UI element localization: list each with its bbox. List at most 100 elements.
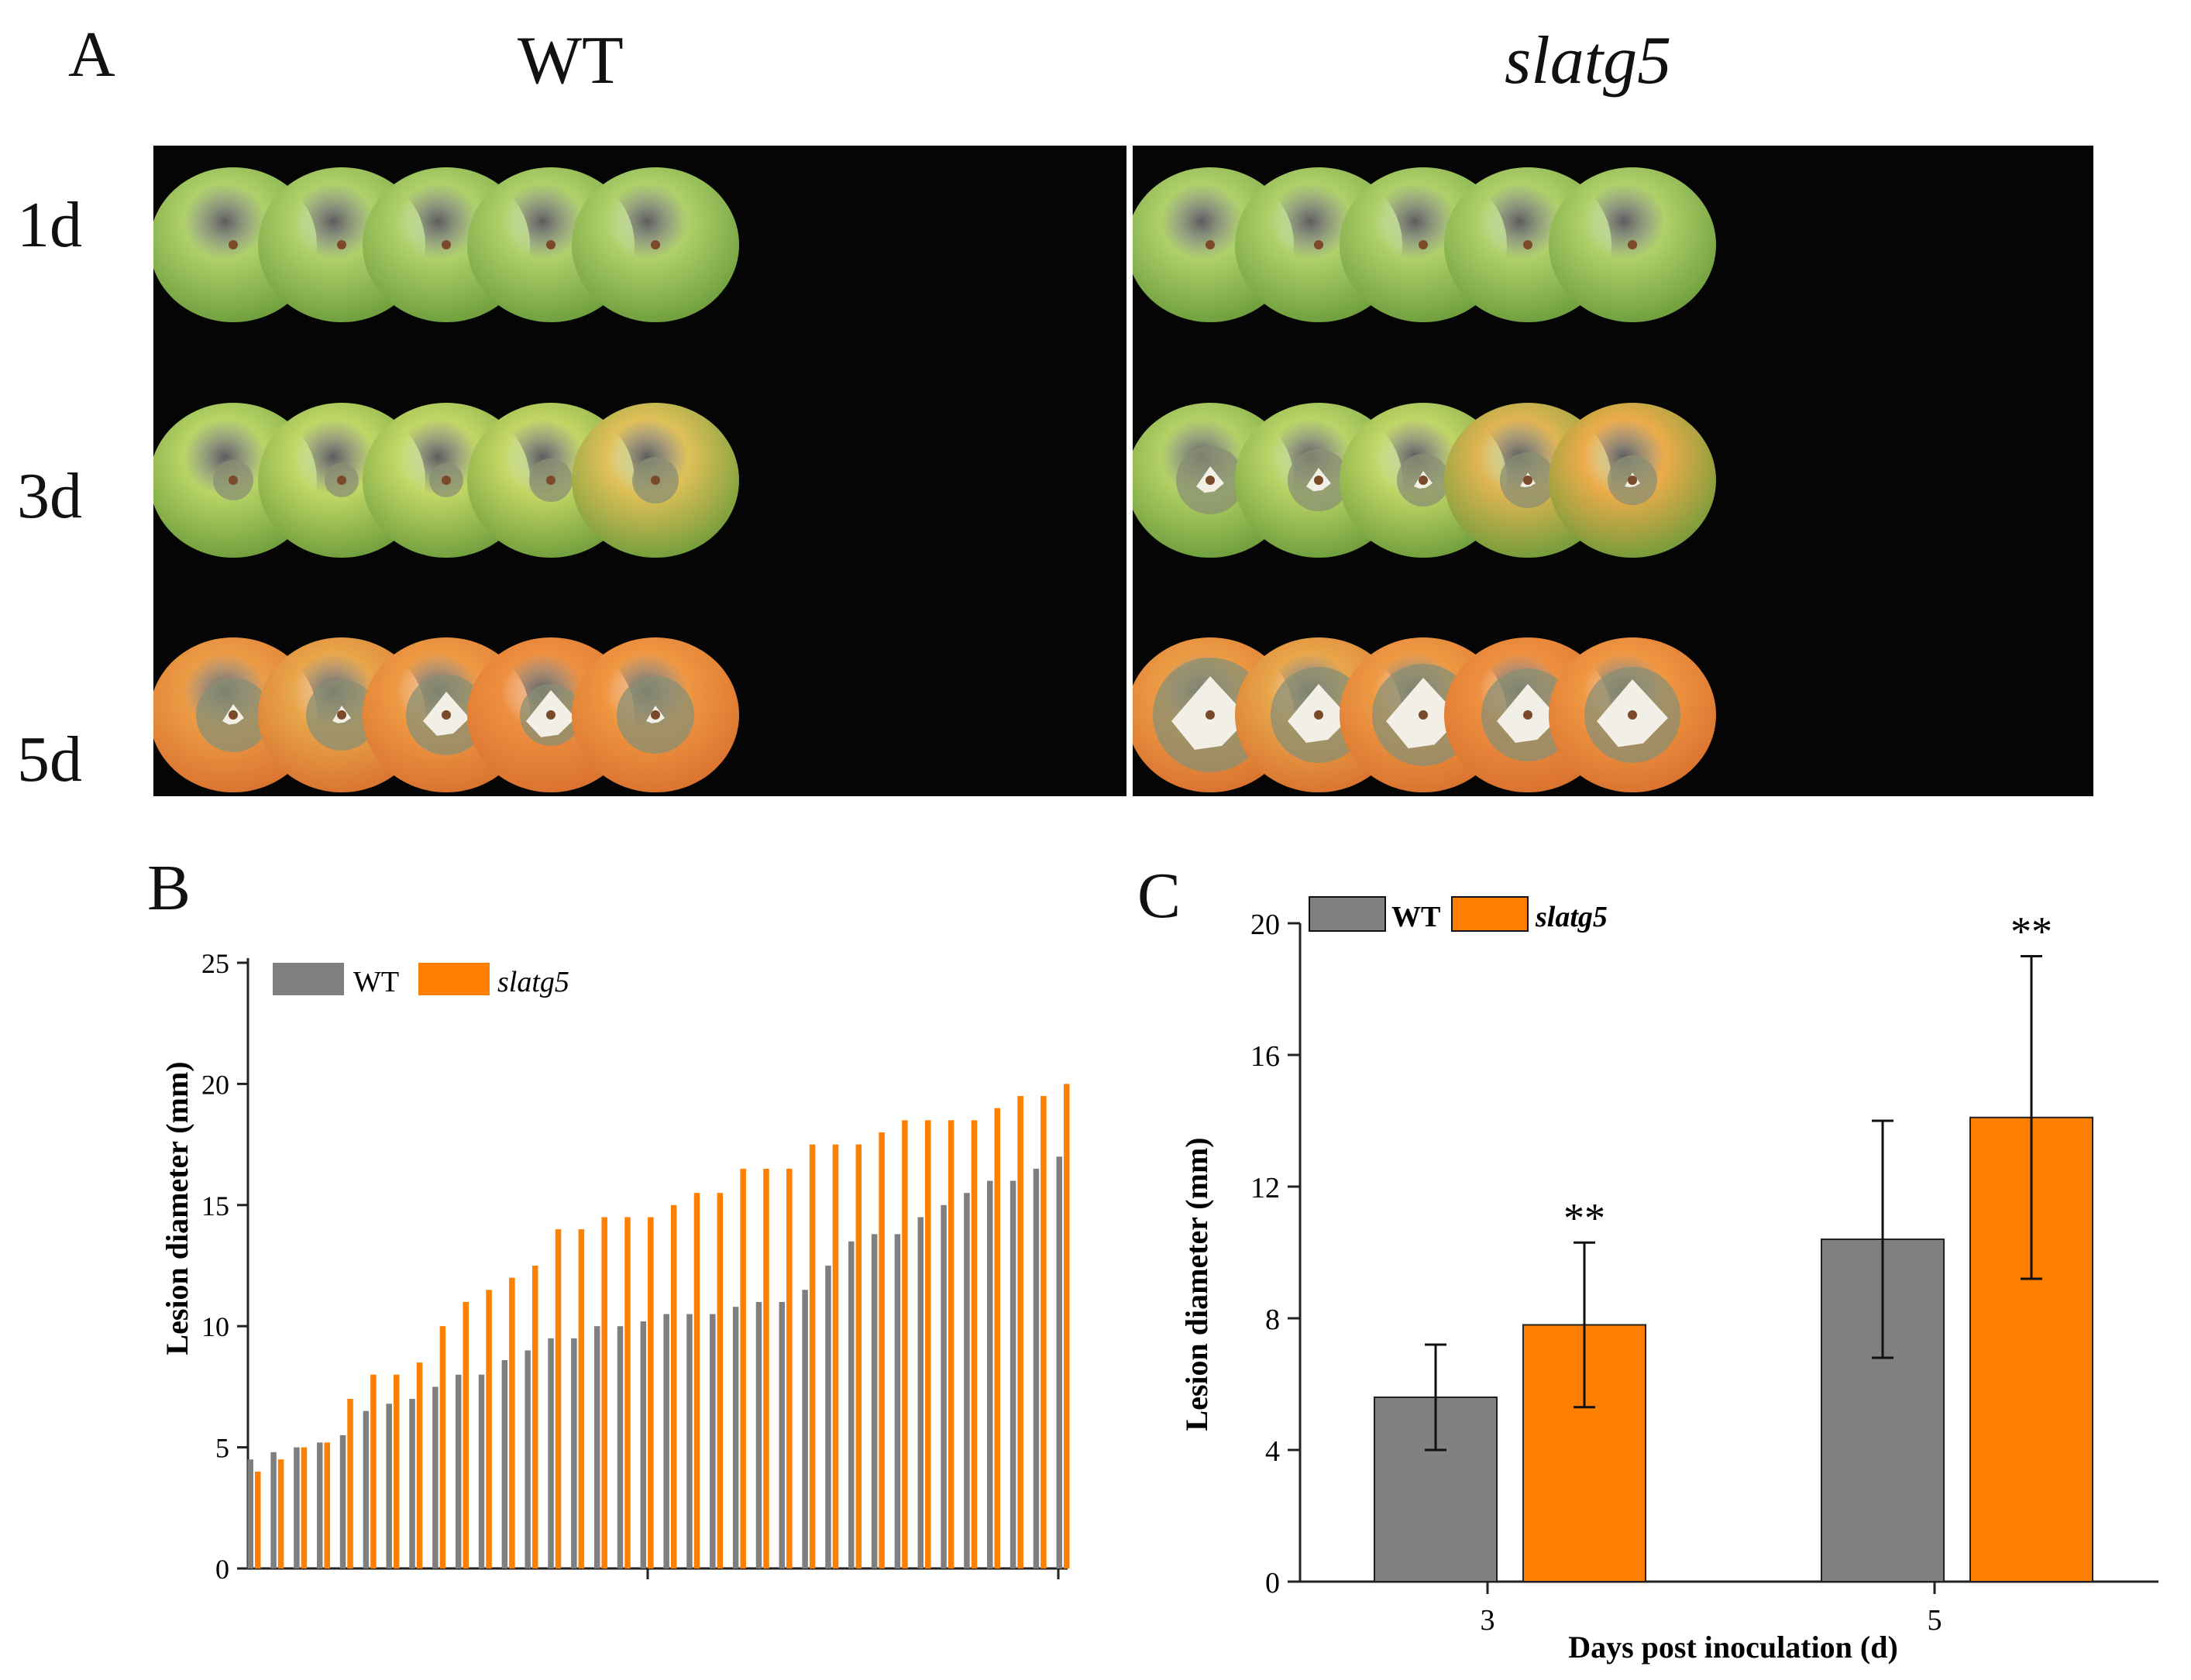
inoculation-point [1523, 476, 1532, 485]
panel-b-wt-bar [640, 1321, 647, 1568]
inoculation-point [1206, 476, 1215, 485]
inoculation-point [337, 476, 346, 485]
slatg5-fruit-photo [1126, 146, 2093, 796]
panel-b-slatg5-bar [809, 1144, 816, 1568]
legend-c-slatg5-label: slatg5 [1535, 901, 1608, 933]
panel-c-y-tick-label: 20 [1250, 909, 1280, 941]
panel-b-slatg5-bar [1040, 1096, 1047, 1568]
panel-c-x-tick-label: 5 [1928, 1604, 1942, 1637]
panel-b-legend: WT slatg5 [273, 963, 569, 998]
wt-fruit-grid [150, 167, 739, 792]
panel-b-wt-bar [941, 1204, 947, 1568]
panel-b-slatg5-bar [855, 1144, 862, 1568]
panel-b-slatg5-bar [740, 1168, 746, 1568]
inoculation-point [651, 710, 660, 720]
inoculation-point [1314, 240, 1323, 249]
panel-b-slatg5-bar [301, 1447, 308, 1568]
panel-b-slatg5-bar [531, 1266, 538, 1568]
panel-b-y-tick-label: 20 [201, 1069, 229, 1100]
panel-b-wt-bar [571, 1338, 577, 1568]
panel-b-slatg5-bar [624, 1217, 631, 1568]
inoculation-point [1419, 710, 1428, 720]
panel-b-wt-bar [732, 1307, 739, 1568]
row-label-1d: 1d [17, 189, 82, 261]
panel-b-slatg5-bar [717, 1193, 724, 1568]
panel-b-wt-bar [1010, 1180, 1016, 1568]
panel-b-y-axis-title: Lesion diameter (mm) [160, 1061, 194, 1355]
legend-slatg5-swatch [418, 963, 490, 995]
inoculation-point [1523, 240, 1532, 249]
panel-b-slatg5-bar [763, 1168, 769, 1568]
panel-b-wt-bar [432, 1386, 439, 1568]
panel-b-wt-bar [987, 1180, 993, 1568]
panel-b-wt-bar [548, 1338, 554, 1568]
panel-c-y-tick-label: 12 [1250, 1172, 1280, 1204]
legend-c-slatg5-swatch [1451, 896, 1529, 932]
inoculation-point [1314, 710, 1323, 720]
panel-b-slatg5-bar [832, 1144, 839, 1568]
inoculation-point [1314, 476, 1323, 485]
panel-b-slatg5-bar [670, 1204, 677, 1568]
legend-wt-label: WT [353, 966, 399, 998]
wt-fruit-photo [150, 146, 1126, 796]
panel-b-wt-bar [871, 1234, 878, 1568]
panel-b-slatg5-bar [902, 1120, 908, 1568]
panel-b-wt-bar [478, 1374, 485, 1568]
panel-c-y-tick-label: 8 [1265, 1304, 1280, 1336]
inoculation-point [1628, 240, 1637, 249]
panel-b-slatg5-bar [879, 1132, 885, 1568]
panel-b-letter: B [147, 852, 191, 924]
panel-b-slatg5-bar [463, 1301, 469, 1568]
inoculation-point [1628, 710, 1637, 720]
inoculation-point [1523, 710, 1532, 720]
panel-c-significance-mark: ** [1563, 1194, 1605, 1241]
panel-b-wt-bar [894, 1234, 901, 1568]
panel-b-slatg5-bar [277, 1459, 284, 1568]
panel-b-slatg5-bar [1064, 1084, 1070, 1568]
panel-b-y-tick-label: 0 [215, 1554, 229, 1585]
panel-c-letter: C [1137, 860, 1181, 932]
panel-b-wt-bar [686, 1314, 693, 1568]
panel-b-wt-bar [964, 1193, 970, 1568]
row-label-5d: 5d [17, 723, 82, 795]
inoculation-point [442, 476, 451, 485]
panel-b-wt-bar [501, 1359, 508, 1568]
panel-c-y-tick-label: 4 [1265, 1435, 1280, 1468]
panel-b-bars [247, 1084, 1070, 1568]
panel-b-y-tick-label: 15 [201, 1190, 229, 1221]
panel-b-wt-bar [455, 1374, 462, 1568]
inoculation-point [546, 476, 555, 485]
panel-b-wt-bar [363, 1410, 370, 1568]
panel-b-slatg5-bar [1017, 1096, 1023, 1568]
inoculation-point [1419, 476, 1428, 485]
panel-b-slatg5-bar [486, 1290, 492, 1568]
panel-b-slatg5-bar [648, 1217, 654, 1568]
inoculation-point [229, 710, 238, 720]
panel-b-wt-bar [386, 1403, 392, 1568]
panel-b-slatg5-bar [601, 1217, 607, 1568]
inoculation-point [651, 240, 660, 249]
panel-b-wt-bar [1056, 1156, 1062, 1568]
panel-b-slatg5-bar [693, 1193, 700, 1568]
inoculation-point [1419, 240, 1428, 249]
legend-c-wt-label: WT [1391, 901, 1440, 933]
panel-c-y-tick-label: 16 [1250, 1040, 1280, 1073]
panel-c-x-tick-label: 3 [1481, 1604, 1495, 1637]
panel-b-slatg5-bar [347, 1399, 353, 1568]
panel-c-legend: WT slatg5 [1309, 896, 1608, 933]
panel-b-wt-bar [848, 1241, 855, 1568]
inoculation-point [546, 240, 555, 249]
panel-b-slatg5-bar [509, 1277, 515, 1568]
panel-b-wt-bar [1033, 1168, 1040, 1568]
inoculation-point [1628, 476, 1637, 485]
panel-b-slatg5-bar [416, 1362, 423, 1568]
panel-b-wt-bar [409, 1399, 415, 1568]
legend-wt-swatch [273, 963, 344, 995]
panel-b-wt-bar [617, 1326, 624, 1568]
panel-b-wt-bar [316, 1442, 323, 1568]
panel-c-significance-mark: ** [2010, 909, 2052, 955]
panel-b-slatg5-bar [948, 1120, 954, 1568]
panel-c-wt-bar [1821, 1239, 1945, 1582]
slatg5-fruit-grid [1126, 167, 1716, 792]
